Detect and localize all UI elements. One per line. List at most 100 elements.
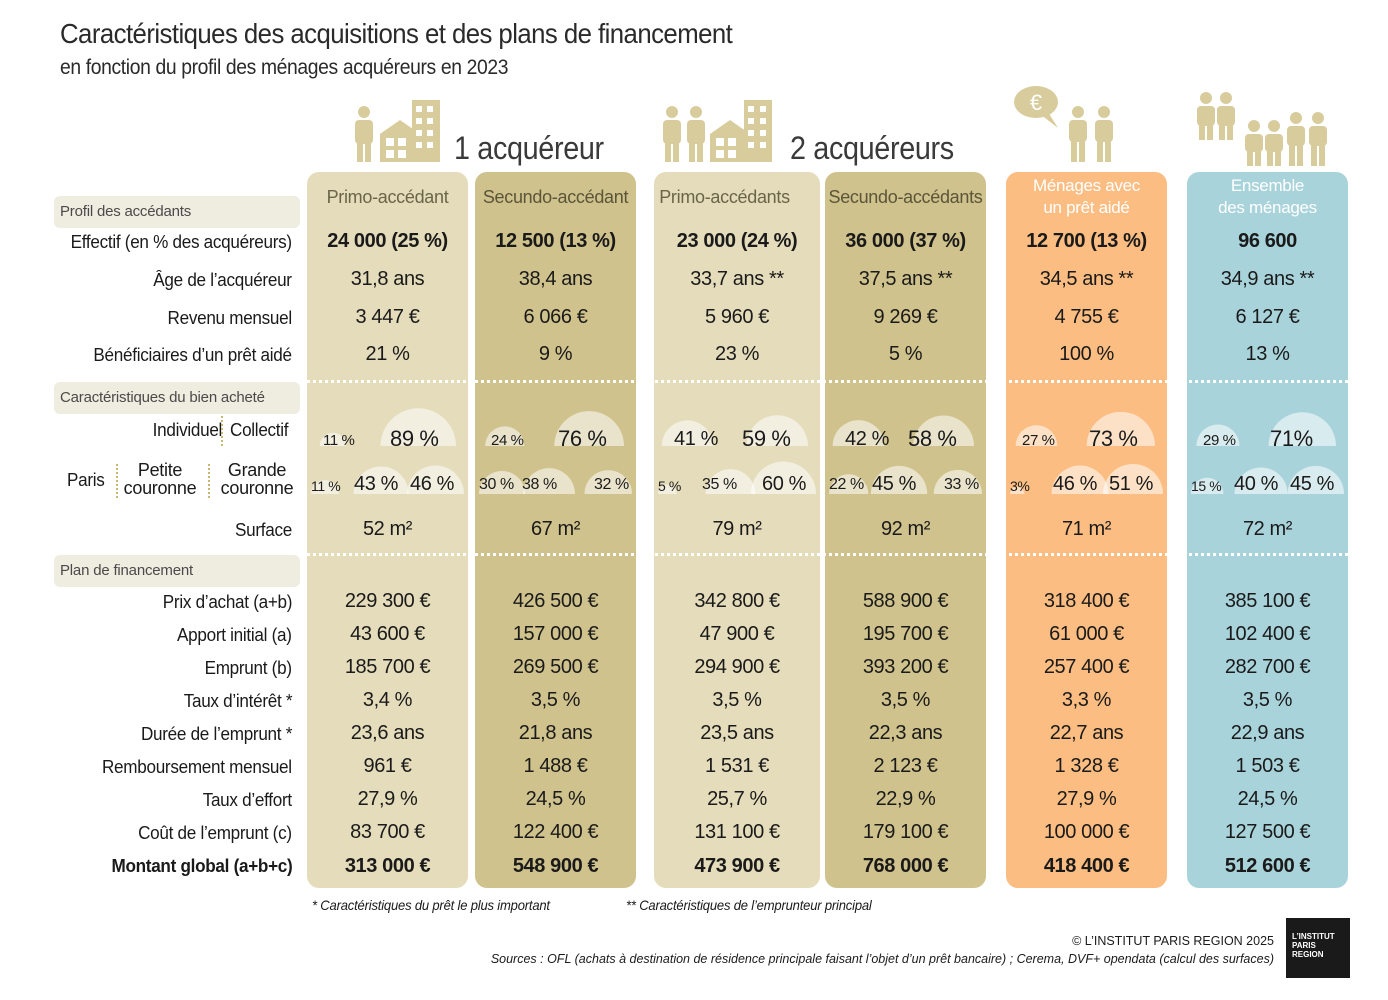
label-individuel: Individuel [152,420,223,440]
column-bg-pret-aide [1006,172,1167,888]
cell-age-0: 31,8 ans [350,268,425,290]
chart-subtitle: en fonction du profil des ménages acquér… [60,56,509,79]
cell-effectif-1: 12 500 (13 %) [495,230,616,252]
section-bien: Caractéristiques du bien acheté [54,382,300,414]
cell-age-3: 37,5 ans ** [858,268,953,290]
cell-age-4: 34,5 ans ** [1039,268,1134,290]
pct-type_ind-2: 41 % [674,428,718,450]
pct-loc_grande-4: 51 % [1109,473,1153,495]
label-montant: Montant global (a+b+c) [111,856,292,876]
group-label-one: 1 acquéreur [454,130,604,166]
sources: Sources : OFL (achats à destination de r… [490,952,1274,966]
cell-apport-1: 157 000 € [512,623,599,645]
pct-type_ind-1: 24 % [491,432,524,449]
housing-type-semicircles-4 [1015,411,1155,446]
cell-montant-2: 473 900 € [694,855,780,877]
cell-revenu-3: 9 269 € [873,306,938,328]
cell-effectif-4: 12 700 (13 %) [1026,230,1147,252]
column-header-ensemble: Ensemble des ménages [1218,176,1317,217]
cell-revenu-1: 6 066 € [523,306,588,328]
footnote-emprunteur: ** Caractéristiques de l’emprunteur prin… [626,897,872,913]
pct-loc_paris-5: 15 % [1191,478,1222,494]
cell-surface-2: 79 m² [712,518,762,540]
label-grande-couronne: Grande couronne [220,460,294,498]
svg-text:€: € [1030,90,1042,115]
cell-effort-0: 27,9 % [357,788,418,810]
semi-individuel-1 [485,426,525,446]
housing-type-semicircles-3 [832,415,974,446]
column-header-pret-aide: Ménages avec un prêt aidé [1033,176,1140,217]
semi-individuel-3 [832,420,885,446]
cell-remboursement-4: 1 328 € [1054,755,1119,777]
cell-apport-3: 195 700 € [862,623,949,645]
cell-apport-4: 61 000 € [1049,623,1124,645]
pct-loc_paris-2: 5 % [658,478,681,494]
pct-loc_paris-4: 3% [1010,478,1030,494]
cell-remboursement-2: 1 531 € [705,755,769,777]
column-header-secundo-1: Secundo-accédant [482,187,629,207]
pct-loc_petite-1: 38 % [522,476,557,493]
pct-loc_petite-3: 45 % [872,473,916,495]
semi-petite-couronne-2 [705,469,756,494]
column-header-primo-2: Primo-accédants [659,187,790,207]
label-paris: Paris [67,470,105,490]
semi-collectif-2 [746,415,808,446]
divider-paris [116,464,118,498]
pct-loc_grande-1: 32 % [594,476,629,493]
cell-duree-1: 21,8 ans [518,722,593,744]
label-petite-couronne: Petite couronne [123,460,197,498]
divider-couronne [208,464,210,498]
cell-taux-0: 3,4 % [362,689,413,711]
pct-loc_petite-5: 40 % [1234,473,1278,495]
pct-type_col-5: 71% [1270,426,1313,451]
column-bg-primo-1 [307,172,468,888]
cell-cout-2: 131 100 € [694,821,780,843]
cell-beneficiaires-2: 23 % [715,343,759,365]
semi-paris-4 [1010,486,1025,494]
pct-type_col-1: 76 % [558,426,607,451]
cell-emprunt-4: 257 400 € [1043,656,1130,678]
housing-type-semicircles-5 [1196,412,1336,446]
group-label-two: 2 acquéreurs [790,130,954,166]
cell-revenu-5: 6 127 € [1235,306,1300,328]
label-surface: Surface [235,520,292,540]
semi-petite-couronne-0 [353,466,409,494]
cell-emprunt-3: 393 200 € [862,656,949,678]
cell-age-2: 33,7 ans ** [690,268,784,290]
pct-type_col-0: 89 % [390,426,439,451]
pct-loc_petite-2: 35 % [702,476,737,493]
cell-montant-0: 313 000 € [344,855,431,877]
semi-grande-couronne-5 [1287,465,1344,494]
cell-montant-1: 548 900 € [512,855,599,877]
location-semicircles-2 [658,461,816,494]
pct-type_ind-3: 42 % [845,428,889,450]
housing-type-semicircles-2 [661,415,808,446]
semi-individuel-0 [319,432,347,446]
pct-loc_paris-1: 30 % [479,476,514,493]
pct-type_col-3: 58 % [908,426,957,451]
label-age: Âge de l’acquéreur [153,270,293,290]
cell-age-5: 34,9 ans ** [1220,268,1315,290]
cell-emprunt-5: 282 700 € [1224,656,1311,678]
cell-remboursement-3: 2 123 € [873,755,938,777]
pct-loc_petite-4: 46 % [1053,473,1097,495]
cell-beneficiaires-0: 21 % [365,343,410,365]
pct-loc_paris-0: 11 % [311,478,341,494]
cell-duree-0: 23,6 ans [350,722,425,744]
semi-paris-0 [311,480,339,494]
cell-apport-2: 47 900 € [699,623,775,645]
label-cout: Coût de l’emprunt (c) [138,823,292,843]
cell-prix-3: 588 900 € [862,590,949,612]
pct-loc_grande-2: 60 % [762,473,806,495]
cell-surface-3: 92 m² [880,518,931,540]
semi-paris-1 [479,471,526,494]
cell-emprunt-1: 269 500 € [512,656,599,678]
semi-grande-couronne-3 [933,469,982,494]
cell-prix-4: 318 400 € [1043,590,1130,612]
euro-bubble-persons-icon: € [1014,86,1113,162]
separator-1 [307,380,1348,383]
divider-type [221,416,223,446]
column-bg-secundo-2 [825,172,986,888]
semi-individuel-5 [1196,424,1240,446]
cell-effort-1: 24,5 % [525,788,586,810]
